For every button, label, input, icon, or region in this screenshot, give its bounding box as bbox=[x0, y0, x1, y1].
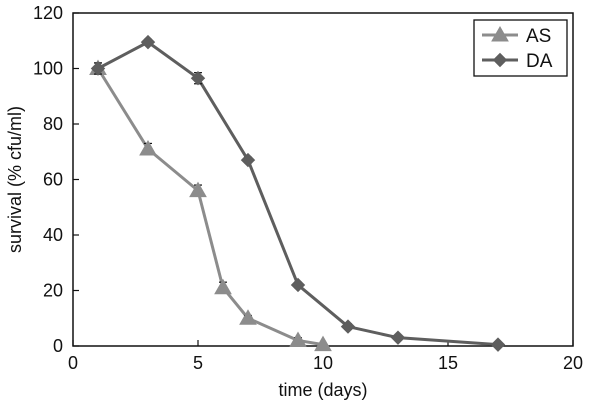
data-point bbox=[189, 181, 207, 198]
legend-marker bbox=[491, 25, 509, 42]
series-line bbox=[96, 67, 324, 347]
data-point bbox=[214, 278, 232, 295]
x-tick-label: 0 bbox=[68, 353, 78, 373]
x-axis-label: time (days) bbox=[278, 380, 367, 400]
data-point bbox=[190, 71, 206, 86]
legend: AS DA bbox=[473, 19, 568, 77]
x-tick-label: 5 bbox=[193, 353, 203, 373]
data-point bbox=[314, 335, 332, 352]
series-da bbox=[90, 34, 506, 352]
y-tick-label: 40 bbox=[43, 225, 63, 245]
legend-box bbox=[473, 19, 568, 77]
y-tick-label: 80 bbox=[43, 114, 63, 134]
legend-label: DA bbox=[526, 51, 553, 72]
y-tick-label: 120 bbox=[33, 3, 63, 23]
x-tick-label: 20 bbox=[563, 353, 583, 373]
data-point bbox=[390, 330, 406, 345]
legend-label: AS bbox=[526, 26, 551, 47]
data-point bbox=[140, 34, 156, 50]
data-point bbox=[139, 139, 157, 156]
y-tick-label: 60 bbox=[43, 170, 63, 190]
data-point bbox=[289, 331, 307, 347]
y-tick-label: 100 bbox=[33, 59, 63, 79]
data-point bbox=[490, 337, 506, 352]
y-axis-label: survival (% cfu/ml) bbox=[5, 106, 25, 253]
series-line bbox=[97, 40, 499, 347]
series-as bbox=[89, 59, 332, 352]
data-point bbox=[90, 61, 106, 76]
y-tick-label: 0 bbox=[53, 336, 63, 356]
data-point bbox=[290, 277, 306, 293]
data-point bbox=[239, 309, 257, 325]
x-tick-label: 15 bbox=[438, 353, 458, 373]
x-tick-label: 10 bbox=[313, 353, 333, 373]
y-tick-label: 20 bbox=[43, 281, 63, 301]
data-point bbox=[340, 319, 356, 334]
data-point bbox=[240, 152, 256, 168]
legend-marker bbox=[492, 52, 508, 68]
series-layer bbox=[89, 34, 506, 352]
